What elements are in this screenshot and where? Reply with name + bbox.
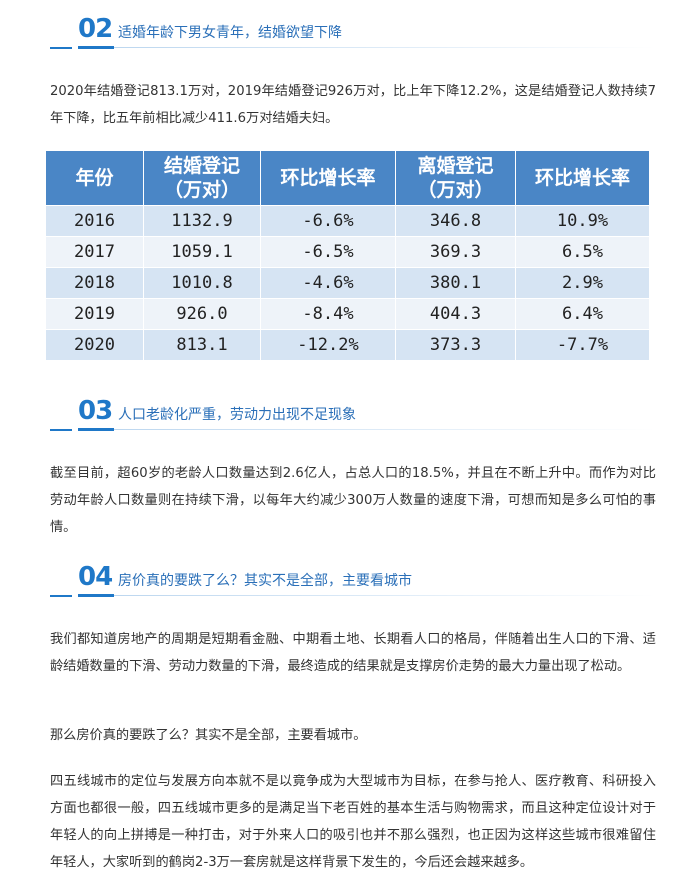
header-divorce-growth: 环比增长率 [515, 150, 650, 206]
paragraph-question: 那么房价真的要跌了么？其实不是全部，主要看城市。 [50, 728, 367, 743]
table-row: 2016 1132.9 -6.6% 346.8 10.9% [45, 205, 650, 237]
table-row: 2020 813.1 -12.2% 373.3 -7.7% [45, 329, 650, 361]
section-number: 03 [78, 396, 113, 426]
cell-divorce: 346.8 [395, 205, 516, 237]
cell-divorce-rate: -7.7% [515, 329, 650, 361]
cell-year: 2017 [45, 236, 144, 268]
cell-divorce: 404.3 [395, 298, 516, 330]
paragraph-real-estate-cycle: 我们都知道房地产的周期是短期看金融、中期看土地、长期看人口的格局，伴随着出生人口… [50, 632, 656, 674]
cell-marriage: 926.0 [143, 298, 261, 330]
header-dash [50, 595, 72, 597]
section-number: 04 [78, 562, 113, 592]
cell-divorce: 369.3 [395, 236, 516, 268]
cell-year: 2016 [45, 205, 144, 237]
paragraph-aging: 截至目前，超60岁的老龄人口数量达到2.6亿人，占总人口的18.5%，并且在不断… [50, 466, 656, 535]
paragraph-marriage-stats: 2020年结婚登记813.1万对，2019年结婚登记926万对，比上年下降12.… [50, 84, 656, 126]
cell-marriage: 1132.9 [143, 205, 261, 237]
section-header-03: 03 人口老龄化严重，劳动力出现不足现象 [50, 396, 656, 436]
cell-marriage: 1059.1 [143, 236, 261, 268]
cell-marriage: 1010.8 [143, 267, 261, 299]
cell-divorce: 380.1 [395, 267, 516, 299]
cell-divorce-rate: 2.9% [515, 267, 650, 299]
number-underline [78, 428, 114, 431]
header-marriage-line1: 结婚登记 [163, 155, 240, 177]
header-rule [78, 47, 656, 48]
header-marriage-growth: 环比增长率 [260, 150, 396, 206]
cell-marriage: 813.1 [143, 329, 261, 361]
header-year: 年份 [45, 150, 144, 206]
header-marriage-line2: （万对） [163, 179, 240, 201]
header-divorce-line2: （万对） [417, 179, 494, 201]
table-row: 2019 926.0 -8.4% 404.3 6.4% [45, 298, 650, 330]
cell-marriage-rate: -4.6% [260, 267, 396, 299]
table-header-row: 年份 结婚登记 （万对） 环比增长率 离婚登记 （万对） 环比增长率 [45, 150, 650, 206]
section-header-04: 04 房价真的要跌了么？其实不是全部，主要看城市 [50, 562, 656, 602]
header-divorce-line1: 离婚登记 [417, 155, 494, 177]
cell-year: 2018 [45, 267, 144, 299]
table-row: 2018 1010.8 -4.6% 380.1 2.9% [45, 267, 650, 299]
cell-divorce: 373.3 [395, 329, 516, 361]
paragraph-small-cities: 四五线城市的定位与发展方向本就不是以竟争成为大型城市为目标，在参与抢人、医疗教育… [50, 774, 656, 870]
cell-divorce-rate: 10.9% [515, 205, 650, 237]
table-row: 2017 1059.1 -6.5% 369.3 6.5% [45, 236, 650, 268]
section-title: 适婚年龄下男女青年，结婚欲望下降 [118, 25, 342, 41]
number-underline [78, 594, 114, 597]
header-divorce: 离婚登记 （万对） [395, 150, 516, 206]
header-rule [78, 429, 656, 430]
section-header-02: 02 适婚年龄下男女青年，结婚欲望下降 [50, 14, 656, 54]
cell-marriage-rate: -8.4% [260, 298, 396, 330]
cell-year: 2019 [45, 298, 144, 330]
cell-marriage-rate: -12.2% [260, 329, 396, 361]
header-rule [78, 595, 656, 596]
cell-marriage-rate: -6.5% [260, 236, 396, 268]
header-dash [50, 429, 72, 431]
header-marriage: 结婚登记 （万对） [143, 150, 261, 206]
cell-marriage-rate: -6.6% [260, 205, 396, 237]
number-underline [78, 46, 114, 49]
cell-divorce-rate: 6.5% [515, 236, 650, 268]
marriage-divorce-table: 年份 结婚登记 （万对） 环比增长率 离婚登记 （万对） 环比增长率 2016 … [45, 150, 650, 361]
section-title: 房价真的要跌了么？其实不是全部，主要看城市 [118, 573, 412, 589]
cell-year: 2020 [45, 329, 144, 361]
header-dash [50, 47, 72, 49]
section-number: 02 [78, 14, 113, 44]
section-title: 人口老龄化严重，劳动力出现不足现象 [118, 407, 356, 423]
cell-divorce-rate: 6.4% [515, 298, 650, 330]
